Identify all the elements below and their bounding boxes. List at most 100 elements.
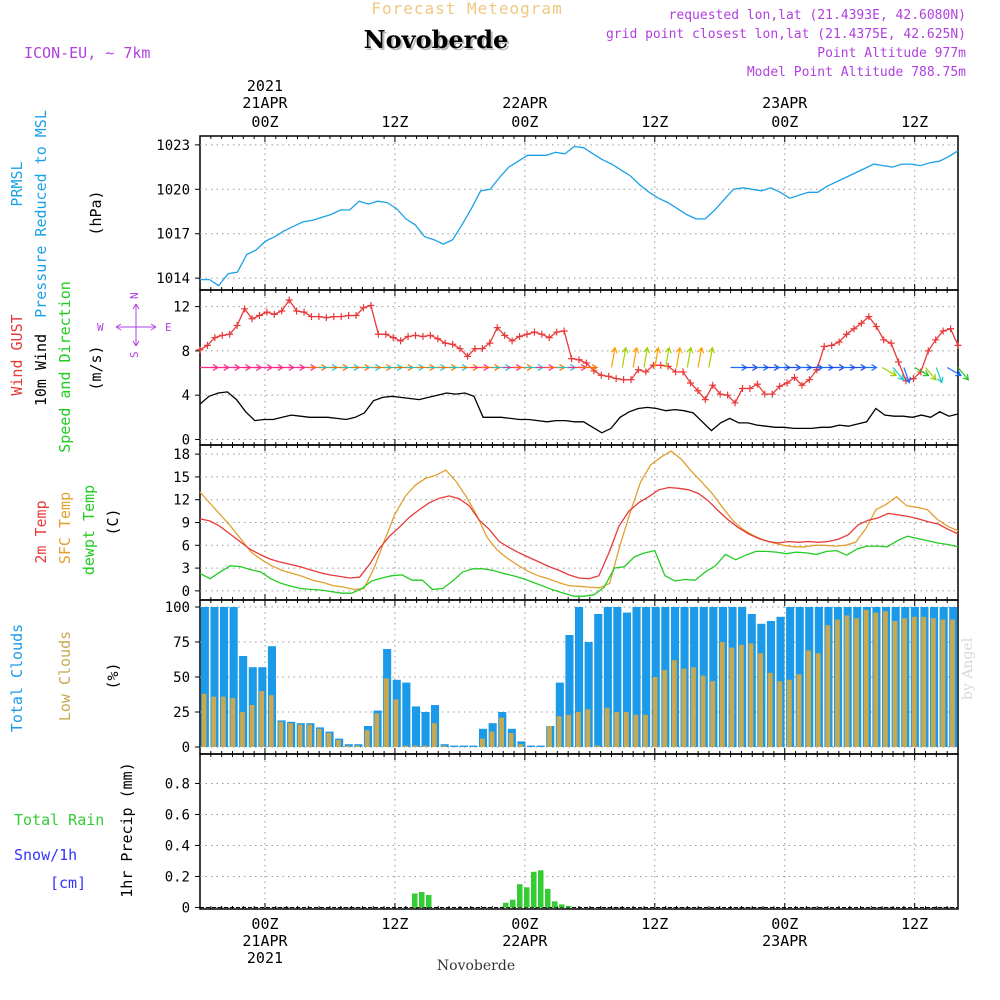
wind-speed-line xyxy=(199,391,959,434)
low-cloud-bar xyxy=(739,644,744,747)
gust-marker xyxy=(434,335,442,343)
gust-marker xyxy=(843,330,851,338)
bottom-date-label: 21APR xyxy=(242,932,288,950)
compass-south: S xyxy=(128,351,141,358)
low-cloud-bar xyxy=(844,615,850,747)
gust-marker xyxy=(486,339,494,347)
low-cloud-bar xyxy=(892,621,898,747)
gust-marker xyxy=(590,367,598,375)
snow-legend: Snow/1h xyxy=(14,846,77,864)
temp-2m-label: 2m Temp xyxy=(32,500,50,563)
low-cloud-bar xyxy=(288,723,293,747)
wind-direction-arrow xyxy=(708,346,716,368)
product-title: Forecast Meteogram xyxy=(371,0,563,18)
gust-marker xyxy=(456,345,464,353)
low-cloud-bar xyxy=(623,712,629,747)
low-cloud-bar xyxy=(499,717,504,747)
bottom-hour-label: 12Z xyxy=(381,915,408,933)
low-cloud-bar xyxy=(566,714,572,747)
gust-marker xyxy=(538,330,546,338)
top-date-label: 21APR xyxy=(242,94,288,112)
low-cloud-bar xyxy=(480,738,485,747)
rain-bar xyxy=(419,892,425,908)
low-cloud-bar xyxy=(911,616,917,747)
clouds-unit-label: (%) xyxy=(104,662,122,689)
bottom-hour-label: 00Z xyxy=(251,915,278,933)
gust-marker xyxy=(620,376,628,384)
top-hour-label: 00Z xyxy=(771,113,798,131)
wind-10m-label: 10m Wind xyxy=(32,334,50,406)
total-cloud-bar xyxy=(613,607,622,747)
total-cloud-bar xyxy=(220,607,229,747)
rain-bar xyxy=(503,902,509,908)
wind-direction-arrow xyxy=(892,367,905,381)
rain-bar xyxy=(412,893,418,908)
point-altitude: Point Altitude 977m xyxy=(817,46,966,61)
total-cloud-bar xyxy=(421,712,430,747)
model-name: ICON-EU, ~ 7km xyxy=(24,44,151,62)
rain-bar xyxy=(510,899,516,908)
top-hour-label: 12Z xyxy=(901,113,928,131)
gust-marker xyxy=(932,336,940,344)
gust-marker xyxy=(516,333,524,340)
low-cloud-bar xyxy=(950,619,955,747)
location-title: Novoberde xyxy=(363,25,509,54)
gust-marker xyxy=(241,305,249,313)
gust-marker xyxy=(545,334,553,342)
temp-unit-label: (C) xyxy=(104,508,122,535)
rain-bar xyxy=(545,888,551,908)
wind-direction-arrow xyxy=(697,346,705,368)
total-cloud-bar xyxy=(210,607,219,747)
low-cloud-bar xyxy=(671,660,677,747)
wind-direction-arrow xyxy=(643,346,651,368)
gust-marker xyxy=(686,379,694,387)
total-cloud-bar xyxy=(632,607,641,747)
low-cloud-bar xyxy=(940,619,946,747)
low-cloud-bar xyxy=(700,675,706,747)
wind-direction-arrow xyxy=(860,363,878,372)
total-cloud-bar xyxy=(411,706,420,747)
low-cloud-bar xyxy=(681,668,687,747)
low-cloud-bar xyxy=(240,712,245,747)
low-cloud-bar xyxy=(767,672,773,747)
low-cloud-bar xyxy=(691,667,696,747)
clouds-y-tick-label: 50 xyxy=(173,670,190,686)
wind-direction-arrow xyxy=(632,346,640,368)
gust-marker xyxy=(924,347,932,355)
gust-marker xyxy=(255,311,263,319)
gust-marker xyxy=(426,331,434,339)
gust-marker xyxy=(768,390,776,398)
low-cloud-bar xyxy=(633,714,639,747)
wind-direction-arrow xyxy=(957,367,970,381)
total-cloud-bar xyxy=(536,745,545,747)
gust-marker xyxy=(776,382,784,390)
gust-marker xyxy=(895,358,903,366)
gust-marker xyxy=(820,342,828,350)
sfc-temp-line xyxy=(199,450,959,591)
gust-marker xyxy=(337,313,345,321)
gust-marker xyxy=(835,338,843,346)
low-clouds-label: Low Clouds xyxy=(56,631,74,721)
wind-direction-arrow xyxy=(686,346,694,368)
temperature-y-tick-label: 18 xyxy=(173,447,190,463)
total-cloud-bar xyxy=(459,745,468,747)
low-cloud-bar xyxy=(268,695,274,747)
rain-bar xyxy=(538,870,544,908)
temperature-y-tick-label: 3 xyxy=(182,561,190,577)
gust-marker xyxy=(872,323,880,331)
top-hour-label: 00Z xyxy=(251,113,278,131)
wind-direction-arrow xyxy=(914,366,930,377)
bottom-hour-label: 12Z xyxy=(901,915,928,933)
low-cloud-bar xyxy=(259,691,265,747)
rain-legend: Total Rain xyxy=(14,811,104,829)
wind-y-tick-label: 0 xyxy=(182,432,190,448)
low-cloud-bar xyxy=(825,625,831,747)
gust-marker xyxy=(709,381,717,389)
gust-marker xyxy=(263,308,271,316)
low-cloud-bar xyxy=(278,721,284,747)
low-cloud-bar xyxy=(307,724,313,747)
total-cloud-bar xyxy=(603,607,612,747)
rain-bar xyxy=(559,904,565,908)
gust-marker xyxy=(575,356,583,364)
top-hour-label: 12Z xyxy=(641,113,668,131)
